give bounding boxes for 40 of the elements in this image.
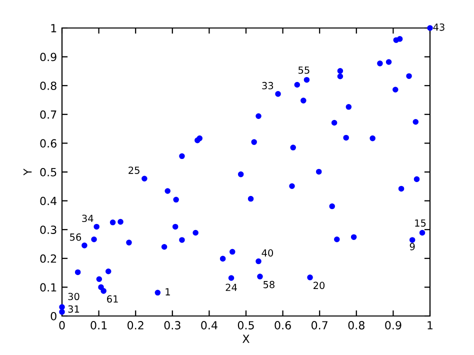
annotation: 24 xyxy=(226,284,237,291)
annotation: 34 xyxy=(82,214,94,222)
x-tick-label: 1 xyxy=(428,321,433,330)
annotation: 15 xyxy=(415,219,426,227)
x-tick-label: 0.3 xyxy=(164,321,180,330)
y-tick-label: 0.2 xyxy=(40,254,56,263)
annotation: 20 xyxy=(314,282,325,290)
x-tick-label: 0 xyxy=(59,321,65,330)
annotation: 9 xyxy=(410,242,415,250)
y-tick-label: 0.4 xyxy=(40,196,57,206)
annotation: 33 xyxy=(262,82,274,90)
y-tick-label: 0.6 xyxy=(40,139,56,148)
annotation: 40 xyxy=(262,249,274,257)
y-tick-label: 0.5 xyxy=(40,168,56,176)
x-axis-title: X xyxy=(242,334,250,343)
annotation: 43 xyxy=(433,23,444,31)
annotation: 58 xyxy=(264,280,274,288)
y-tick-label: 0.7 xyxy=(40,110,56,119)
x-tick-label: 0.7 xyxy=(312,321,328,330)
y-tick-label: 0 xyxy=(50,312,56,320)
x-tick-label: 0.6 xyxy=(274,321,291,330)
x-tick-label: 0.4 xyxy=(201,321,218,330)
y-tick-label: 0.8 xyxy=(40,82,56,90)
annotation: 56 xyxy=(70,233,82,241)
annotation: 61 xyxy=(107,295,118,303)
annotation: 55 xyxy=(298,66,310,74)
annotation: 31 xyxy=(68,305,80,313)
y-tick-label: 0.9 xyxy=(40,52,56,62)
y-tick-label: 0.1 xyxy=(40,283,56,292)
x-tick-label: 0.2 xyxy=(128,321,144,330)
y-axis-title: Y xyxy=(24,168,32,176)
x-tick-label: 0.8 xyxy=(348,321,364,330)
x-tick-label: 0.5 xyxy=(238,321,254,330)
annotation: 1 xyxy=(166,288,170,296)
y-tick-label: 1 xyxy=(51,24,56,32)
annotation: 25 xyxy=(128,166,140,174)
y-tick-label: 0.3 xyxy=(40,226,56,234)
x-tick-label: 0.9 xyxy=(385,321,402,330)
x-tick-label: 0.1 xyxy=(90,321,107,330)
annotation: 30 xyxy=(68,292,80,300)
